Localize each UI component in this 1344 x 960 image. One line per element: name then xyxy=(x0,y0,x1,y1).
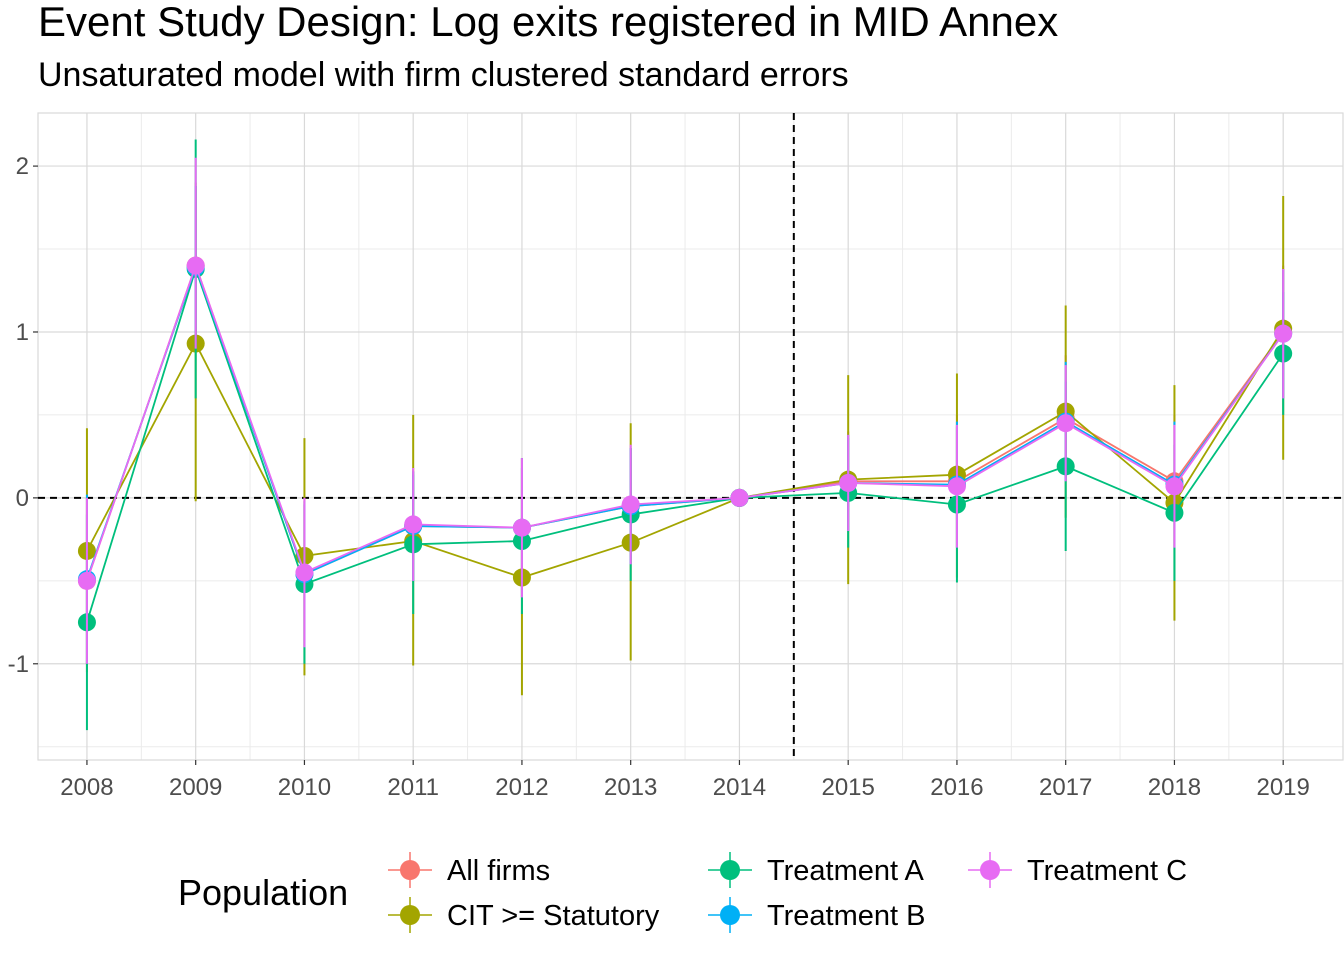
series-line xyxy=(86,265,1284,623)
x-tick-label: 2019 xyxy=(1256,774,1309,801)
x-tick-label: 2010 xyxy=(278,774,331,801)
data-point xyxy=(295,563,314,582)
data-point xyxy=(730,488,749,507)
y-tick-label: -1 xyxy=(8,651,29,678)
x-tick-label: 2015 xyxy=(821,774,874,801)
legend-item: Treatment B xyxy=(708,897,925,933)
x-tick-label: 2012 xyxy=(495,774,548,801)
legend-item: All firms xyxy=(388,852,550,888)
data-point xyxy=(186,256,205,275)
minor-gridlines xyxy=(38,113,1343,760)
data-point xyxy=(404,515,423,534)
series-line xyxy=(86,262,1284,582)
legend-key-point xyxy=(400,905,420,925)
axes: -1 0 1 2 2008 2009 2010 2011 2012 2013 2014 2015 201… xyxy=(8,153,1310,801)
panel-border xyxy=(37,112,1344,761)
x-tick-label: 2014 xyxy=(713,774,766,801)
x-tick-label: 2017 xyxy=(1039,774,1092,801)
legend-item: CIT >= Statutory xyxy=(388,897,660,933)
legend-label: Treatment B xyxy=(767,900,925,932)
x-tick-label: 2008 xyxy=(60,774,113,801)
y-tick-label: 1 xyxy=(16,319,29,346)
legend-title: Population xyxy=(178,872,349,913)
legend-item: Treatment C xyxy=(968,852,1187,888)
data-point xyxy=(1274,324,1293,343)
x-tick-label: 2016 xyxy=(930,774,983,801)
legend-key-point xyxy=(400,860,420,880)
y-tick-label: 2 xyxy=(16,153,29,180)
legend-key-point xyxy=(720,905,740,925)
data-point xyxy=(947,477,966,496)
y-tick-label: 0 xyxy=(16,485,29,512)
data-point xyxy=(77,571,96,590)
legend-key-point xyxy=(720,860,740,880)
data-point xyxy=(621,495,640,514)
legend-label: Treatment A xyxy=(767,855,925,887)
legend-key-point xyxy=(980,860,1000,880)
x-tick-label: 2018 xyxy=(1148,774,1201,801)
major-gridlines xyxy=(38,113,1343,760)
data-point xyxy=(1056,414,1075,433)
x-tick-label: 2013 xyxy=(604,774,657,801)
legend-item: Treatment A xyxy=(708,852,925,888)
legend: All firms CIT >= Statutory Treatment A Trea… xyxy=(388,852,1187,933)
chart-subtitle: Unsaturated model with firm clustered st… xyxy=(38,56,849,94)
legend-label: All firms xyxy=(447,855,550,887)
chart-title: Event Study Design: Log exits registered… xyxy=(38,0,1059,45)
legend-label: Treatment C xyxy=(1027,855,1187,887)
data-point xyxy=(839,473,858,492)
data-point xyxy=(1165,477,1184,496)
data-point xyxy=(512,518,531,537)
legend-label: CIT >= Statutory xyxy=(447,900,660,932)
x-tick-label: 2011 xyxy=(387,774,439,801)
series-treatment-c xyxy=(77,157,1293,664)
x-tick-label: 2009 xyxy=(169,774,222,801)
